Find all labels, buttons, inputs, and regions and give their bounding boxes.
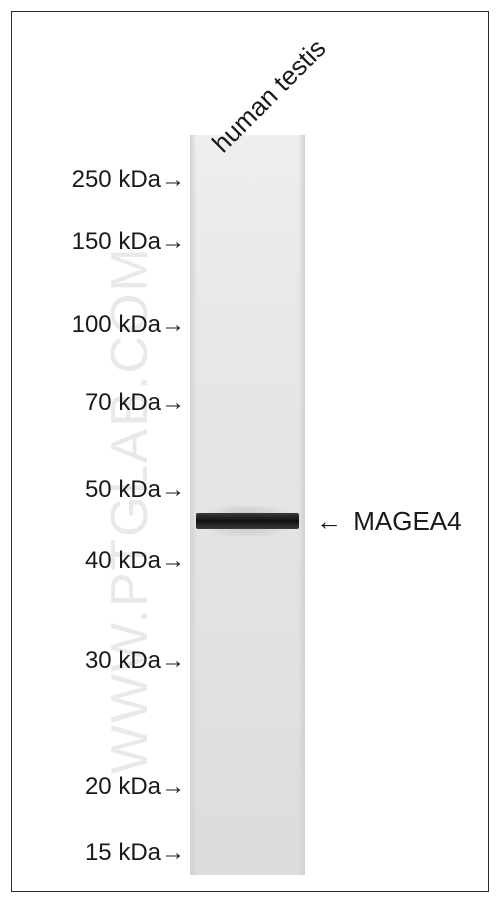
arrow-right-icon: →	[161, 166, 185, 193]
lane-background	[190, 135, 305, 875]
arrow-right-icon: →	[161, 476, 185, 503]
arrow-right-icon: →	[161, 389, 185, 416]
ladder-marker: 70 kDa→	[0, 389, 185, 417]
ladder-marker: 30 kDa→	[0, 647, 185, 675]
arrow-right-icon: →	[161, 228, 185, 255]
ladder-marker-text: 30 kDa	[85, 647, 161, 674]
ladder-marker-text: 15 kDa	[85, 839, 161, 866]
ladder-marker: 40 kDa→	[0, 547, 185, 575]
ladder-marker-text: 250 kDa	[72, 166, 161, 193]
target-arrow-icon: ←	[316, 506, 342, 536]
target-label: ← MAGEA4	[316, 506, 462, 537]
ladder-marker: 150 kDa→	[0, 228, 185, 256]
arrow-right-icon: →	[161, 547, 185, 574]
ladder-marker-text: 150 kDa	[72, 228, 161, 255]
ladder-marker-text: 20 kDa	[85, 773, 161, 800]
target-name: MAGEA4	[353, 506, 461, 536]
ladder-marker-text: 70 kDa	[85, 389, 161, 416]
arrow-right-icon: →	[161, 647, 185, 674]
ladder-marker: 20 kDa→	[0, 773, 185, 801]
ladder-marker: 15 kDa→	[0, 839, 185, 867]
ladder-marker: 50 kDa→	[0, 476, 185, 504]
arrow-right-icon: →	[161, 311, 185, 338]
protein-band	[196, 513, 299, 529]
arrow-right-icon: →	[161, 839, 185, 866]
blot-lane	[190, 135, 305, 875]
arrow-right-icon: →	[161, 773, 185, 800]
ladder-marker-text: 100 kDa	[72, 311, 161, 338]
ladder-marker-text: 40 kDa	[85, 547, 161, 574]
ladder-marker: 100 kDa→	[0, 311, 185, 339]
ladder-marker-text: 50 kDa	[85, 476, 161, 503]
ladder-marker: 250 kDa→	[0, 166, 185, 194]
